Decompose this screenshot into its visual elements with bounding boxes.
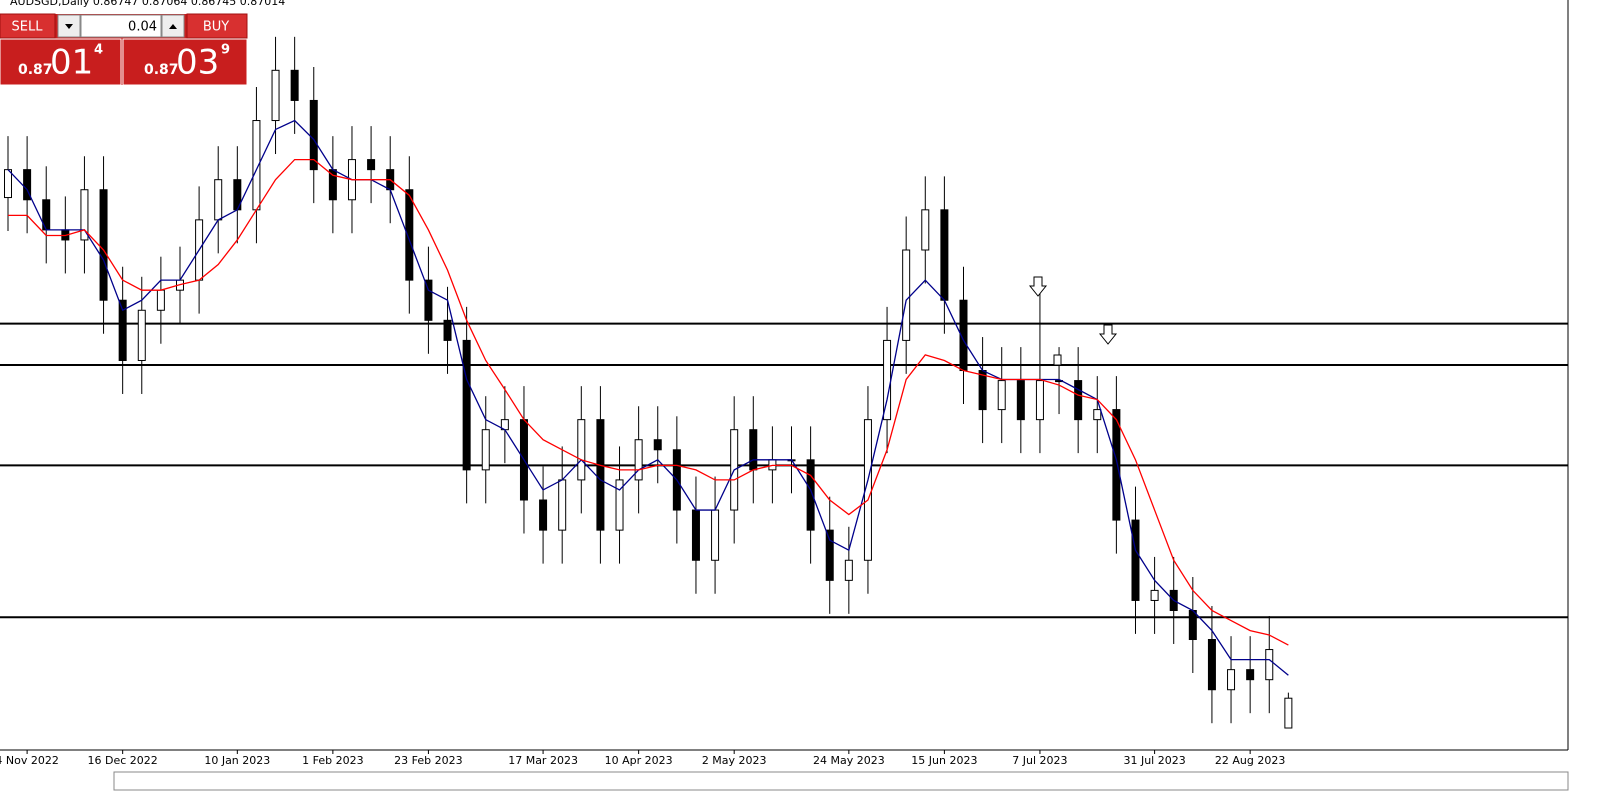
candle-body bbox=[806, 459, 815, 531]
candle-body bbox=[1246, 669, 1255, 681]
candle-body bbox=[443, 319, 452, 341]
candle-body bbox=[80, 189, 89, 241]
x-tick-label: 10 Apr 2023 bbox=[605, 754, 673, 767]
buy-small: 9 bbox=[221, 43, 230, 58]
candle-body bbox=[1150, 589, 1159, 601]
trade-panel: SELL 0.04 BUY 0.87 01 4 0.87 03 9 bbox=[0, 13, 248, 86]
candle-body bbox=[23, 169, 32, 201]
candle-body bbox=[711, 509, 720, 561]
candle-body bbox=[1265, 649, 1274, 681]
candle-body bbox=[558, 479, 567, 531]
buy-big: 03 bbox=[176, 43, 219, 83]
moving-average bbox=[7, 119, 1289, 676]
sell-label: SELL bbox=[12, 20, 44, 35]
down-arrow bbox=[1098, 324, 1118, 345]
candle-body bbox=[328, 169, 337, 201]
x-tick-label: 4 Nov 2022 bbox=[0, 754, 59, 767]
candle-body bbox=[1093, 409, 1102, 421]
chart-title: AUDSGD,Daily 0.86747 0.87064 0.86745 0.8… bbox=[10, 0, 285, 8]
x-tick-label: 22 Aug 2023 bbox=[1215, 754, 1285, 767]
candle-body bbox=[1016, 380, 1025, 421]
x-tick-label: 2 May 2023 bbox=[702, 754, 767, 767]
x-tick-label: 31 Jul 2023 bbox=[1123, 754, 1185, 767]
candle-body bbox=[424, 279, 433, 321]
candle-body bbox=[309, 99, 318, 171]
buy-label: BUY bbox=[203, 20, 229, 35]
candle-body bbox=[921, 209, 930, 251]
candle-body bbox=[1035, 380, 1044, 421]
candle-body bbox=[844, 559, 853, 581]
candle-body bbox=[271, 69, 280, 122]
candle-body bbox=[1131, 519, 1140, 601]
candle-body bbox=[405, 189, 414, 281]
scrollbar[interactable] bbox=[113, 771, 1569, 791]
candle-body bbox=[99, 189, 108, 301]
sell-button[interactable] bbox=[0, 13, 56, 39]
x-tick-label: 7 Jul 2023 bbox=[1012, 754, 1067, 767]
marker bbox=[1053, 354, 1062, 366]
candle-body bbox=[1227, 669, 1236, 691]
candle-body bbox=[462, 339, 471, 471]
arrows bbox=[1028, 276, 1118, 366]
moving-average bbox=[8, 158, 1289, 646]
candle-body bbox=[539, 499, 548, 531]
candle-body bbox=[615, 479, 624, 531]
candle-body bbox=[118, 299, 127, 361]
lot-value: 0.04 bbox=[128, 20, 157, 35]
x-tick-label: 10 Jan 2023 bbox=[204, 754, 270, 767]
candle-body bbox=[137, 309, 146, 361]
candle-body bbox=[4, 169, 12, 199]
buy-price-box[interactable] bbox=[122, 38, 248, 86]
candle-body bbox=[997, 380, 1006, 411]
candle-body bbox=[577, 419, 586, 481]
candle-body bbox=[596, 419, 605, 531]
candle-body bbox=[1207, 639, 1216, 691]
down-icon bbox=[65, 24, 73, 29]
x-tick-label: 1 Feb 2023 bbox=[302, 754, 363, 767]
sell-prefix: 0.87 bbox=[18, 62, 53, 78]
x-tick-label: 15 Jun 2023 bbox=[911, 754, 977, 767]
sell-small: 4 bbox=[94, 43, 103, 58]
candle-body bbox=[367, 159, 376, 171]
buy-prefix: 0.87 bbox=[144, 62, 179, 78]
candle-body bbox=[825, 529, 834, 581]
candle-body bbox=[1112, 409, 1121, 521]
candle-body bbox=[156, 289, 165, 311]
x-tick-label: 17 Mar 2023 bbox=[508, 754, 578, 767]
x-tick-label: 23 Feb 2023 bbox=[394, 754, 462, 767]
candle-body bbox=[940, 209, 949, 301]
candle-body bbox=[1284, 697, 1293, 729]
down-arrow bbox=[1028, 276, 1048, 297]
candle-body bbox=[978, 370, 987, 411]
lot-input[interactable] bbox=[80, 14, 162, 38]
candle-body bbox=[691, 509, 700, 561]
sell-big: 01 bbox=[50, 43, 93, 83]
candle-body bbox=[1188, 609, 1197, 641]
x-tick-label: 16 Dec 2022 bbox=[88, 754, 158, 767]
sell-price-box[interactable] bbox=[0, 38, 122, 86]
candle-body bbox=[290, 69, 299, 101]
candle-body bbox=[214, 179, 223, 221]
buy-button[interactable] bbox=[186, 13, 248, 39]
up-icon bbox=[169, 24, 177, 29]
x-tick-label: 24 May 2023 bbox=[813, 754, 885, 767]
candle-body bbox=[481, 429, 490, 471]
candle-body bbox=[1074, 380, 1083, 421]
candle-body bbox=[749, 429, 758, 471]
plot: 4 Nov 2022 16 Dec 2022 10 Jan 2023 1 Feb 20… bbox=[0, 36, 1568, 767]
candle-body bbox=[653, 439, 662, 451]
candle-body bbox=[634, 439, 643, 481]
candle-body bbox=[902, 249, 911, 341]
